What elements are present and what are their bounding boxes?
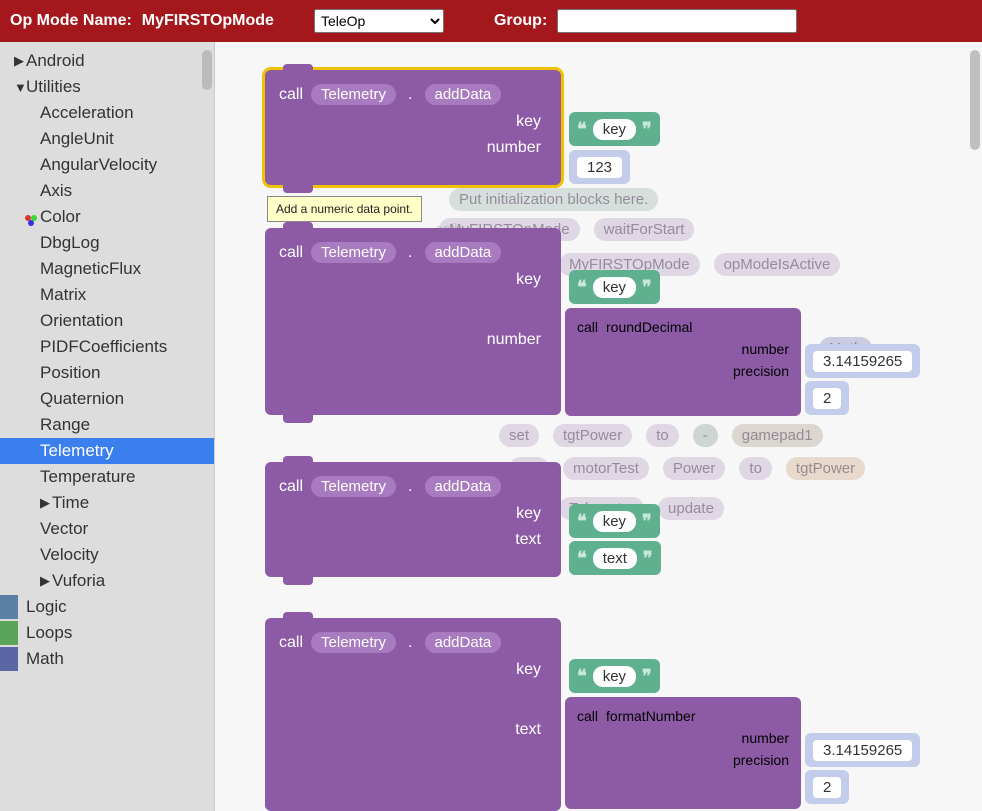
tree-item-label: Matrix — [40, 285, 86, 305]
tree-item-label: Vuforia — [52, 571, 105, 591]
tree-item-orientation[interactable]: Orientation — [0, 308, 214, 334]
block-rounddecimal[interactable]: call roundDecimal number precision — [565, 308, 801, 416]
tree-item-vuforia[interactable]: ▶Vuforia — [0, 568, 214, 594]
tree-item-loops[interactable]: Loops — [0, 620, 214, 646]
chevron-right-icon: ▶ — [40, 495, 52, 511]
workspace-scrollbar[interactable] — [970, 50, 980, 150]
chevron-right-icon: ▶ — [40, 573, 52, 589]
tree-item-math[interactable]: Math — [0, 646, 214, 672]
header-bar: Op Mode Name: MyFIRSTOpMode TeleOp Group… — [0, 0, 982, 42]
tree-item-label: Velocity — [40, 545, 99, 565]
tree-item-label: Math — [26, 649, 64, 669]
chevron-down-icon: ▼ — [14, 80, 26, 95]
block1-number-value[interactable]: 123 — [569, 150, 630, 184]
tree-item-label: DbgLog — [40, 233, 100, 253]
tree-item-label: AngleUnit — [40, 129, 114, 149]
tree-item-utilities[interactable]: ▼Utilities — [0, 74, 214, 100]
tree-item-telemetry[interactable]: Telemetry — [0, 438, 214, 464]
tree-item-label: Logic — [26, 597, 67, 617]
tree-item-label: Utilities — [26, 77, 81, 97]
group-input[interactable] — [557, 9, 797, 33]
tree-item-axis[interactable]: Axis — [0, 178, 214, 204]
tree-item-color[interactable]: Color — [0, 204, 214, 230]
tree-item-label: Time — [52, 493, 89, 513]
block4-fn-precision[interactable]: 2 — [805, 770, 849, 804]
workspace[interactable]: Put initialization blocks here. call MyF… — [215, 42, 982, 811]
block2-key-value[interactable]: ❝key❞ — [569, 270, 660, 304]
tree-item-magneticflux[interactable]: MagneticFlux — [0, 256, 214, 282]
tree-item-logic[interactable]: Logic — [0, 594, 214, 620]
block-formatnumber[interactable]: call formatNumber number precision — [565, 697, 801, 809]
tree-item-angleunit[interactable]: AngleUnit — [0, 126, 214, 152]
tree-item-vector[interactable]: Vector — [0, 516, 214, 542]
tree-item-matrix[interactable]: Matrix — [0, 282, 214, 308]
tree-item-label: AngularVelocity — [40, 155, 157, 175]
group-label: Group: — [494, 12, 547, 30]
tree-item-label: Android — [26, 51, 85, 71]
tree-item-label: PIDFCoefficients — [40, 337, 167, 357]
block-telemetry-adddata-round[interactable]: call Telemetry . addData key number — [265, 228, 561, 415]
tree-item-label: Vector — [40, 519, 88, 539]
category-color-bar — [0, 621, 18, 645]
color-icon — [24, 211, 38, 223]
tree-item-label: Telemetry — [40, 441, 114, 461]
tree-item-pidfcoefficients[interactable]: PIDFCoefficients — [0, 334, 214, 360]
tree-item-label: Quaternion — [40, 389, 124, 409]
tree-item-android[interactable]: ▶Android — [0, 48, 214, 74]
tree-item-dbglog[interactable]: DbgLog — [0, 230, 214, 256]
block4-fn-number[interactable]: 3.14159265 — [805, 733, 920, 767]
block-telemetry-adddata-text[interactable]: call Telemetry . addData key text — [265, 462, 561, 577]
block2-rd-number[interactable]: 3.14159265 — [805, 344, 920, 378]
opmode-label: Op Mode Name: — [10, 12, 132, 30]
tree-item-label: Color — [40, 207, 81, 227]
tree-item-velocity[interactable]: Velocity — [0, 542, 214, 568]
ghost-init-text: Put initialization blocks here. — [445, 188, 662, 211]
tree-item-range[interactable]: Range — [0, 412, 214, 438]
block3-key-value[interactable]: ❝key❞ — [569, 504, 660, 538]
category-color-bar — [0, 595, 18, 619]
block-telemetry-adddata-format[interactable]: call Telemetry . addData key text — [265, 618, 561, 811]
block3-text-value[interactable]: ❝text❞ — [569, 541, 661, 575]
tree-item-label: Temperature — [40, 467, 135, 487]
tree-item-position[interactable]: Position — [0, 360, 214, 386]
ghost-set-tgtpower: set tgtPower to - gamepad1 — [495, 424, 827, 447]
chevron-right-icon: ▶ — [14, 53, 26, 69]
opmode-type-select[interactable]: TeleOp — [314, 9, 444, 33]
tree-item-acceleration[interactable]: Acceleration — [0, 100, 214, 126]
block4-key-value[interactable]: ❝key❞ — [569, 659, 660, 693]
tree-item-time[interactable]: ▶Time — [0, 490, 214, 516]
category-color-bar — [0, 647, 18, 671]
block2-rd-precision[interactable]: 2 — [805, 381, 849, 415]
block-arg-key-label: key — [516, 113, 547, 131]
block-method: addData — [425, 84, 502, 105]
tree-item-quaternion[interactable]: Quaternion — [0, 386, 214, 412]
tree-item-label: MagneticFlux — [40, 259, 141, 279]
block-arg-number-label: number — [487, 139, 547, 157]
tree-item-temperature[interactable]: Temperature — [0, 464, 214, 490]
tree-item-label: Acceleration — [40, 103, 134, 123]
tree-item-label: Position — [40, 363, 100, 383]
opmode-name: MyFIRSTOpMode — [142, 12, 274, 30]
tree-item-label: Axis — [40, 181, 72, 201]
block-tooltip: Add a numeric data point. — [267, 196, 422, 222]
sidebar-scrollbar[interactable] — [202, 50, 212, 90]
tree-item-label: Orientation — [40, 311, 123, 331]
tree-item-label: Loops — [26, 623, 72, 643]
block-telemetry-adddata-number[interactable]: call Telemetry . addData key number — [265, 70, 561, 185]
tree-item-angularvelocity[interactable]: AngularVelocity — [0, 152, 214, 178]
sidebar: ▶Android▼UtilitiesAccelerationAngleUnitA… — [0, 42, 215, 811]
block-call-label: call — [279, 86, 303, 104]
block-object: Telemetry — [311, 84, 396, 105]
block1-key-value[interactable]: ❝key❞ — [569, 112, 660, 146]
tree-item-label: Range — [40, 415, 90, 435]
